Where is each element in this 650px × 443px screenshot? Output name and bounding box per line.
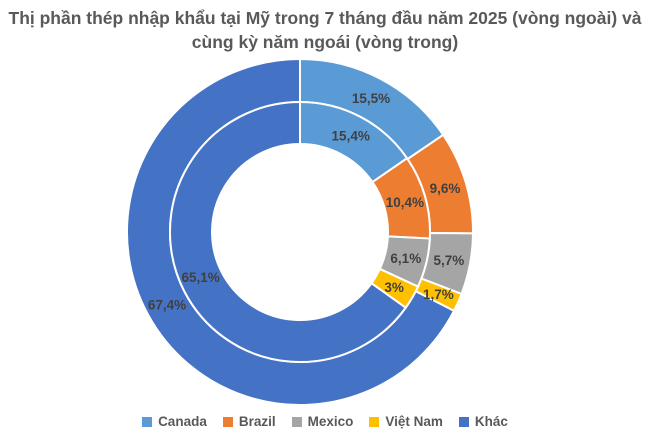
outer-label-khac: 67,4% xyxy=(148,297,186,312)
inner-label-vietnam: 3% xyxy=(384,280,404,295)
legend-swatch-khac xyxy=(458,416,469,427)
legend-item-mexico: Mexico xyxy=(291,414,354,429)
legend-item-brazil: Brazil xyxy=(222,414,276,429)
inner-label-brazil: 10,4% xyxy=(386,195,424,210)
legend-swatch-brazil xyxy=(222,416,233,427)
chart-title-line-2: cùng kỳ năm ngoái (vòng trong) xyxy=(191,32,459,52)
legend-item-vietnam: Việt Nam xyxy=(369,414,443,429)
legend-item-khac: Khác xyxy=(458,414,508,429)
outer-label-mexico: 5,7% xyxy=(433,253,464,268)
outer-label-vietnam: 1,7% xyxy=(423,287,454,302)
inner-label-canada: 15,4% xyxy=(332,129,370,144)
chart-title-line-1: Thị phần thép nhập khẩu tại Mỹ trong 7 t… xyxy=(8,8,642,28)
legend-label-mexico: Mexico xyxy=(307,414,354,429)
legend-swatch-vietnam xyxy=(369,416,380,427)
chart-title: Thị phần thép nhập khẩu tại Mỹ trong 7 t… xyxy=(0,6,650,54)
legend: Canada Brazil Mexico Việt Nam Khác xyxy=(0,414,650,429)
legend-item-canada: Canada xyxy=(142,414,207,429)
outer-label-brazil: 9,6% xyxy=(430,181,461,196)
legend-label-canada: Canada xyxy=(158,414,207,429)
inner-label-mexico: 6,1% xyxy=(390,251,421,266)
outer-label-canada: 15,5% xyxy=(352,91,390,106)
legend-swatch-mexico xyxy=(291,416,302,427)
inner-label-khac: 65,1% xyxy=(182,270,220,285)
legend-label-vietnam: Việt Nam xyxy=(385,414,443,429)
legend-swatch-canada xyxy=(142,416,153,427)
inner-slice-khac xyxy=(169,100,408,363)
legend-label-brazil: Brazil xyxy=(238,414,276,429)
legend-label-khac: Khác xyxy=(474,414,508,429)
